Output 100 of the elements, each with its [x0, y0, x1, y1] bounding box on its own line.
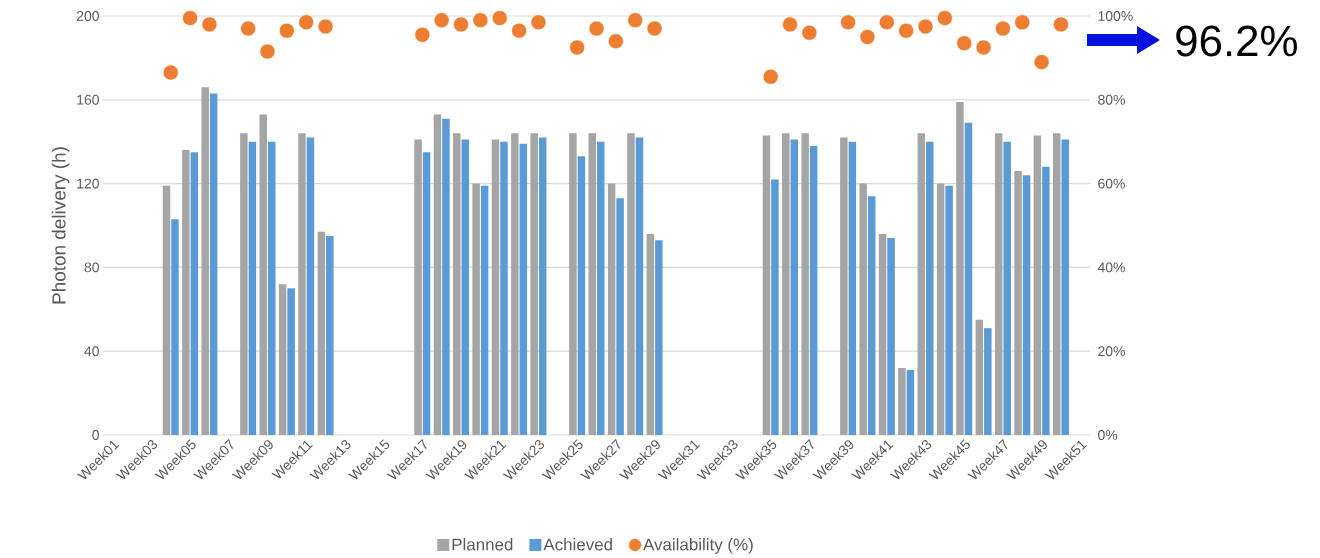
point: [259, 43, 276, 60]
text: 96.2%: [1176, 25, 1297, 57]
bar: [655, 240, 663, 435]
point: [627, 12, 644, 28]
y2-tick-label: 0%: [1098, 430, 1118, 440]
bar: [945, 185, 953, 435]
bar: [209, 93, 218, 435]
point: [801, 24, 818, 41]
bar: [848, 141, 857, 435]
bar: [840, 137, 848, 435]
bar: [964, 122, 973, 435]
point: [879, 14, 895, 31]
bar: [317, 231, 326, 435]
point: [608, 33, 624, 49]
y-tick-label: 160: [77, 94, 99, 105]
bar: [201, 87, 209, 435]
bar: [433, 114, 442, 435]
point: [859, 29, 876, 45]
point: [646, 20, 663, 37]
bar: [762, 135, 771, 435]
y2-tick-label: 40%: [1097, 262, 1125, 273]
bar: [538, 137, 547, 435]
bar: [500, 141, 508, 435]
bar: [1022, 175, 1031, 435]
point: [956, 35, 973, 52]
bar: [1052, 133, 1061, 435]
y2-tick-label: 100%: [1098, 11, 1133, 21]
bar: [994, 133, 1003, 435]
bar: [1061, 139, 1069, 435]
point: [1014, 14, 1031, 31]
bar: [530, 133, 538, 435]
legend-label: Availability (%): [643, 538, 753, 554]
point: [898, 22, 914, 39]
bar: [171, 219, 179, 435]
bar: [162, 185, 171, 435]
bar: [607, 183, 616, 435]
bar: [1014, 171, 1022, 435]
legend-label: Planned: [452, 538, 513, 551]
bar: [511, 133, 519, 435]
bar: [898, 367, 906, 435]
point: [182, 10, 198, 26]
bar: [809, 145, 818, 435]
bar: [917, 133, 926, 435]
bar: [956, 101, 964, 435]
point: [511, 22, 527, 39]
bar: [859, 183, 867, 435]
bar: [472, 183, 480, 435]
y-axis-title: Photon delivery (h): [51, 147, 70, 304]
point: [472, 12, 489, 28]
point: [1053, 16, 1069, 33]
point: [491, 10, 508, 26]
bar: [278, 284, 287, 435]
bar: [422, 152, 431, 435]
bar: [597, 141, 605, 435]
bar: [248, 141, 257, 435]
bar: [259, 114, 267, 435]
bar: [182, 150, 190, 435]
bar: [801, 133, 809, 435]
bar: [867, 196, 876, 435]
bar: [936, 183, 945, 435]
y2-tick-label: 80%: [1098, 94, 1125, 105]
point: [782, 16, 798, 33]
bar: [627, 133, 635, 435]
point: [240, 20, 256, 37]
y2-tick-label: 60%: [1098, 178, 1125, 189]
point: [840, 14, 856, 31]
y-tick-label: 120: [77, 178, 99, 189]
point: [588, 20, 605, 37]
point: [317, 18, 334, 35]
bar: [771, 179, 779, 435]
bar: [975, 319, 984, 435]
y-tick-label: 0: [92, 430, 99, 440]
bar: [1042, 166, 1050, 435]
bar: [1033, 135, 1042, 435]
bar: [577, 156, 586, 435]
bar: [519, 143, 528, 435]
bar: [442, 118, 450, 435]
point: [433, 12, 450, 28]
bar: [926, 141, 934, 435]
bar: [268, 141, 276, 435]
point: [414, 27, 431, 43]
bar: [906, 370, 915, 435]
bar: [569, 133, 577, 435]
point: [530, 14, 547, 31]
bar: [491, 139, 500, 435]
y-tick-label: 200: [76, 11, 99, 21]
point: [937, 10, 953, 26]
y-tick-label: 80: [84, 262, 99, 273]
bar: [782, 133, 790, 435]
y2-tick-label: 20%: [1098, 346, 1125, 357]
bar: [326, 235, 334, 435]
bar: [588, 133, 597, 435]
bar: [635, 137, 644, 435]
y-tick-label: 40: [84, 346, 99, 357]
point: [762, 68, 779, 85]
point: [298, 14, 315, 31]
bar: [790, 139, 799, 435]
bar: [887, 238, 895, 435]
point: [201, 16, 218, 33]
bar: [414, 139, 422, 435]
